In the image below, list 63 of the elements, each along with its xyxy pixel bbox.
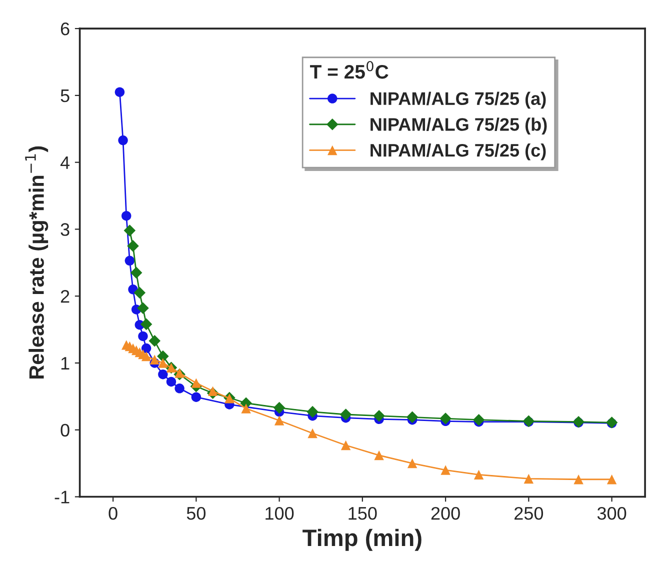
- point: [191, 378, 202, 388]
- point: [124, 256, 135, 266]
- point: [208, 386, 218, 396]
- point: [114, 87, 125, 97]
- y-tick-label: 0: [60, 424, 70, 437]
- point: [158, 358, 168, 368]
- point: [137, 302, 149, 314]
- point: [374, 450, 384, 460]
- point: [118, 135, 128, 146]
- point: [191, 392, 202, 402]
- y-tick-label: -1: [54, 490, 70, 504]
- x-tick-label: 200: [431, 506, 460, 520]
- x-axis-title: Timp (min): [302, 528, 422, 551]
- y-tick-label: 4: [60, 156, 70, 169]
- point: [407, 458, 418, 468]
- legend-label: NIPAM/ALG 75/25 (a): [370, 92, 546, 109]
- point: [148, 335, 161, 347]
- y-tick-label: 1: [61, 357, 70, 370]
- point: [306, 406, 318, 418]
- point: [406, 411, 418, 424]
- point: [150, 354, 160, 365]
- y-tick-label: 2: [60, 290, 70, 303]
- x-tick-label: 100: [266, 506, 294, 520]
- point: [440, 412, 452, 424]
- point: [174, 384, 184, 394]
- legend-label: NIPAM/ALG 75/25 (b): [370, 118, 547, 134]
- point: [241, 404, 251, 414]
- point: [524, 474, 534, 484]
- point: [141, 343, 152, 354]
- point: [124, 224, 136, 236]
- x-tick-label: 50: [186, 506, 206, 520]
- point: [174, 368, 184, 378]
- x-tick-label: 300: [597, 506, 626, 520]
- point: [121, 210, 132, 221]
- point: [373, 410, 385, 422]
- x-tick-label: 150: [348, 506, 377, 520]
- point: [274, 416, 284, 426]
- point: [140, 318, 152, 330]
- x-tick-label: 0: [108, 506, 118, 520]
- y-tick-label: 3: [60, 223, 70, 236]
- point: [474, 470, 484, 480]
- point: [308, 428, 318, 438]
- point: [157, 350, 169, 362]
- point: [340, 408, 352, 420]
- x-tick-label: 250: [514, 506, 544, 520]
- point: [166, 376, 176, 387]
- y-tick-label: 6: [60, 22, 70, 36]
- point: [134, 286, 146, 299]
- point: [440, 465, 450, 475]
- point: [574, 474, 584, 484]
- point: [158, 370, 168, 380]
- y-axis-title: Release rate (µg*min$^{−1}$): [25, 146, 48, 379]
- point: [127, 240, 139, 252]
- point: [141, 351, 152, 362]
- legend-title: T = 25$^{0}$C: [310, 60, 388, 79]
- point: [130, 266, 142, 279]
- point: [340, 440, 351, 450]
- point: [138, 331, 148, 342]
- y-tick-label: 5: [60, 90, 70, 102]
- point: [606, 474, 617, 484]
- point: [273, 402, 286, 414]
- point: [472, 414, 485, 426]
- legend-label: NIPAM/ALG 75/25 (c): [370, 143, 546, 160]
